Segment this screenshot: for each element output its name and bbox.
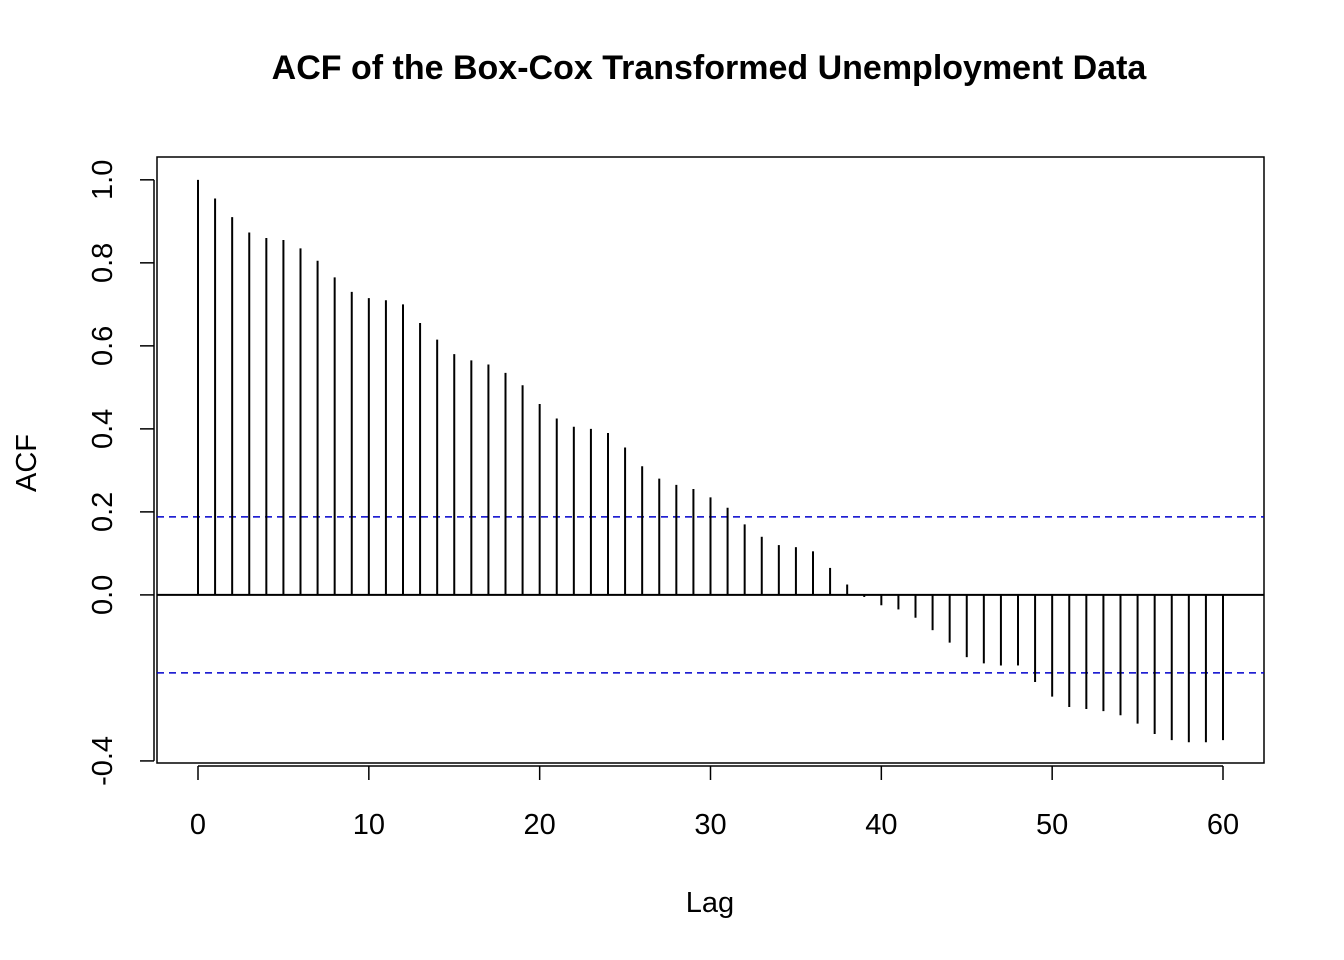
x-tick-label-50: 50 <box>1036 809 1068 841</box>
plot-frame <box>156 156 1265 764</box>
y-tick-label-5: 0.8 <box>87 243 119 283</box>
chart-title: ACF of the Box-Cox Transformed Unemploym… <box>272 49 1148 87</box>
y-tick-label-3: 0.4 <box>87 409 119 449</box>
x-axis: 0 10 20 30 40 50 60 <box>190 765 1239 841</box>
x-tick-label-10: 10 <box>353 809 385 841</box>
x-tick-label-30: 30 <box>694 809 726 841</box>
x-axis-label: Lag <box>686 887 734 919</box>
y-axis-label: ACF <box>11 434 43 492</box>
x-tick-label-60: 60 <box>1207 809 1239 841</box>
y-tick-label-1: 0.0 <box>87 575 119 615</box>
y-axis: -0.4 0.0 0.2 0.4 0.6 0.8 1.0 <box>87 160 155 786</box>
y-tick-label-0: -0.4 <box>87 736 119 786</box>
acf-stems <box>197 179 1224 743</box>
y-tick-label-4: 0.6 <box>87 326 119 366</box>
x-tick-label-0: 0 <box>190 809 206 841</box>
y-tick-label-6: 1.0 <box>87 160 119 200</box>
y-tick-label-2: 0.2 <box>87 492 119 532</box>
x-tick-label-20: 20 <box>524 809 556 841</box>
x-tick-label-40: 40 <box>865 809 897 841</box>
